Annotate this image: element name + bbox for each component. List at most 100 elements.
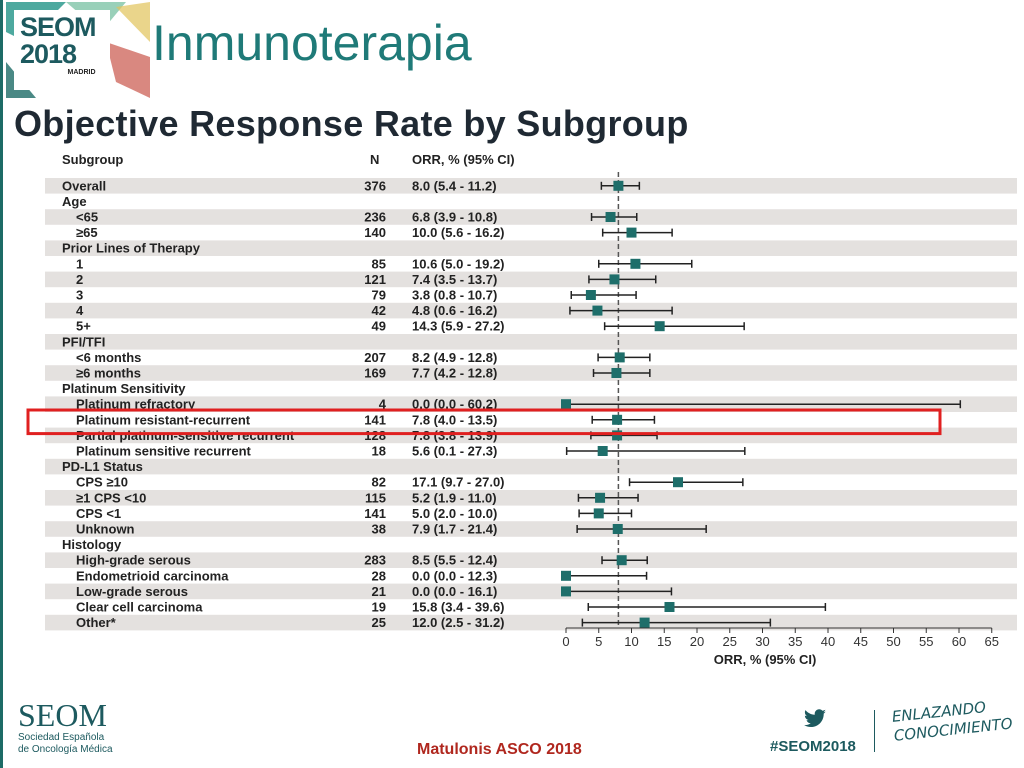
forest-plot: Subgroup N ORR, % (95% CI) Overall 376 8.0 (5… bbox=[26, 152, 1017, 667]
row-label: High-grade serous bbox=[76, 553, 191, 568]
row-label: Histology bbox=[62, 537, 122, 552]
row-orr: 8.2 (4.9 - 12.8) bbox=[412, 350, 497, 365]
point-estimate bbox=[597, 446, 608, 456]
row-stripe bbox=[45, 334, 1017, 350]
row-orr: 0.0 (0.0 - 12.3) bbox=[412, 568, 497, 583]
point-estimate bbox=[585, 290, 596, 300]
row-orr: 4.8 (0.6 - 16.2) bbox=[412, 303, 497, 318]
row-label: 4 bbox=[76, 303, 84, 318]
row-label: Other* bbox=[76, 615, 117, 630]
row-label: Platinum sensitive recurrent bbox=[76, 444, 252, 459]
row-n: 28 bbox=[372, 568, 386, 583]
row-n: 115 bbox=[365, 490, 386, 505]
footer-divider bbox=[874, 710, 875, 752]
row-stripe bbox=[45, 427, 1017, 444]
row-n: 4 bbox=[379, 397, 387, 412]
logo-line-3: MADRID bbox=[67, 69, 96, 76]
row-label: Platinum Sensitivity bbox=[62, 381, 186, 396]
row-n: 141 bbox=[364, 506, 386, 521]
row-label: PD-L1 Status bbox=[62, 459, 143, 474]
point-estimate bbox=[673, 477, 684, 488]
row-label: 1 bbox=[76, 256, 83, 271]
x-tick-label: 40 bbox=[821, 634, 835, 649]
x-tick-label: 65 bbox=[985, 634, 999, 649]
row-stripe bbox=[45, 302, 1017, 319]
row-orr: 15.8 (3.4 - 39.6) bbox=[412, 600, 505, 615]
row-label: ≥65 bbox=[76, 225, 98, 240]
chart-title: Objective Response Rate by Subgroup bbox=[14, 103, 689, 144]
row-stripe bbox=[45, 458, 1017, 475]
point-estimate bbox=[592, 305, 603, 316]
row-label: 5+ bbox=[76, 319, 91, 334]
highlight-box bbox=[26, 408, 942, 436]
point-estimate bbox=[613, 180, 624, 191]
point-estimate bbox=[609, 274, 620, 285]
point-estimate bbox=[626, 227, 637, 238]
row-orr: 5.0 (2.0 - 10.0) bbox=[412, 506, 497, 521]
row-stripe bbox=[45, 178, 1017, 194]
logo-decoration bbox=[6, 2, 150, 98]
row-stripe bbox=[45, 271, 1017, 288]
row-stripe bbox=[45, 240, 1017, 256]
row-orr: 8.0 (5.4 - 11.2) bbox=[412, 178, 497, 193]
seom-brand-name: SEOM bbox=[18, 697, 107, 733]
row-n: 18 bbox=[372, 444, 386, 459]
row-orr: 10.0 (5.6 - 16.2) bbox=[412, 225, 505, 240]
row-n: 128 bbox=[364, 428, 386, 443]
column-header-orr: ORR, % (95% CI) bbox=[412, 152, 515, 167]
x-tick-label: 45 bbox=[854, 634, 868, 649]
row-n: 121 bbox=[364, 272, 386, 287]
row-label: Partial platinum-sensitive recurrent bbox=[76, 428, 295, 443]
point-estimate bbox=[595, 492, 606, 503]
logo-line-1: SEOM bbox=[20, 12, 97, 42]
row-label: <65 bbox=[76, 210, 98, 225]
row-label: CPS <1 bbox=[76, 506, 121, 521]
x-tick-label: 55 bbox=[919, 634, 933, 649]
row-stripe bbox=[45, 614, 1017, 631]
seom-brand-sub-2: de Oncología Médica bbox=[18, 744, 113, 755]
row-label: CPS ≥10 bbox=[76, 475, 128, 490]
row-label: 3 bbox=[76, 288, 83, 303]
seom-footer-logo: SEOM Sociedad Española de Oncología Médi… bbox=[18, 698, 113, 756]
row-label: <6 months bbox=[76, 350, 141, 365]
x-tick-label: 60 bbox=[952, 634, 966, 649]
row-n: 236 bbox=[364, 210, 386, 225]
seom-brand-sub-1: Sociedad Española bbox=[18, 732, 105, 743]
x-tick-label: 5 bbox=[595, 634, 602, 649]
row-label: PFI/TFI bbox=[62, 334, 105, 349]
seom-2018-logo: SEOM 2018 MADRID bbox=[6, 2, 150, 98]
column-header-n: N bbox=[370, 152, 379, 167]
twitter-bird-icon bbox=[804, 709, 826, 727]
point-estimate bbox=[616, 555, 627, 566]
point-estimate bbox=[611, 368, 622, 378]
x-tick-label: 50 bbox=[886, 634, 900, 649]
row-n: 85 bbox=[372, 256, 386, 271]
row-n: 19 bbox=[372, 600, 386, 615]
row-stripe bbox=[45, 396, 1017, 412]
point-estimate bbox=[630, 258, 641, 269]
row-n: 140 bbox=[364, 225, 386, 240]
row-orr: 0.0 (0.0 - 16.1) bbox=[412, 584, 497, 599]
point-estimate bbox=[593, 508, 604, 519]
row-orr: 7.7 (4.2 - 12.8) bbox=[412, 366, 497, 381]
row-orr: 8.5 (5.5 - 12.4) bbox=[412, 553, 497, 568]
x-tick-label: 25 bbox=[723, 634, 737, 649]
left-accent-rule bbox=[0, 0, 3, 768]
row-label: Prior Lines of Therapy bbox=[62, 241, 201, 256]
row-n: 49 bbox=[372, 319, 386, 334]
point-estimate bbox=[639, 617, 650, 628]
row-label: Overall bbox=[62, 178, 106, 193]
row-label: Low-grade serous bbox=[76, 584, 188, 599]
row-orr: 12.0 (2.5 - 31.2) bbox=[412, 615, 505, 630]
slide-title: Inmunoterapia bbox=[152, 15, 472, 71]
point-estimate bbox=[561, 586, 571, 597]
row-orr: 14.3 (5.9 - 27.2) bbox=[412, 319, 505, 334]
x-axis-label: ORR, % (95% CI) bbox=[714, 652, 817, 667]
row-label: Platinum resistant-recurrent bbox=[76, 412, 251, 427]
point-estimate bbox=[614, 352, 625, 363]
footer-slogan: ENLAZANDO CONOCIMIENTO bbox=[891, 696, 1014, 746]
row-orr: 5.2 (1.9 - 11.0) bbox=[412, 490, 497, 505]
row-n: 283 bbox=[364, 553, 386, 568]
column-header-subgroup: Subgroup bbox=[62, 152, 123, 167]
row-stripe bbox=[45, 209, 1017, 225]
